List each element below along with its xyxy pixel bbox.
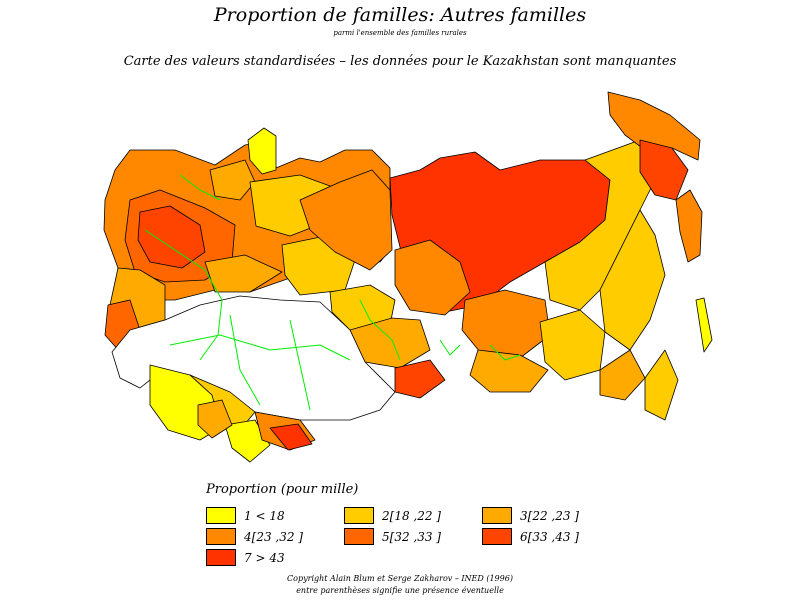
legend-label: 1 < 18: [244, 509, 285, 523]
region-irkutsk: [461, 289, 551, 359]
region-amur: [599, 349, 646, 401]
region-kamchatka: [675, 189, 703, 263]
region-primorye: [644, 349, 679, 421]
river-northern: [179, 174, 221, 201]
region-altai: [394, 359, 446, 399]
region-khabarovsk: [599, 209, 666, 351]
region-tajikistan: [224, 419, 271, 463]
legend-swatch: [344, 528, 374, 545]
region-kola: [247, 127, 277, 175]
region-moscow-area: [137, 205, 206, 269]
legend-label: 2[18 ,22 ]: [382, 509, 441, 523]
map-title: Proportion de familles: Autres familles: [213, 4, 587, 26]
region-kazakhstan-missing: [111, 295, 396, 421]
region-caucasus-west: [197, 399, 233, 439]
region-volga: [204, 254, 283, 293]
legend-swatch: [206, 549, 236, 566]
kazakh-boundaries: [169, 314, 351, 411]
lake-baikal: [489, 344, 521, 361]
river-yenisei: [439, 339, 461, 356]
legend-swatch: [206, 507, 236, 524]
legend-label: 7 > 43: [244, 551, 285, 565]
region-chita: [539, 309, 606, 381]
legend-label: 4[23 ,32 ]: [244, 530, 303, 544]
region-tomsk: [394, 239, 471, 316]
legend-swatch: [482, 528, 512, 545]
legend-label: 6[33 ,43 ]: [520, 530, 579, 544]
footnote-text: entre parenthèses signifie une présence …: [296, 586, 504, 595]
region-northwest: [209, 159, 256, 201]
region-buryatia: [469, 349, 549, 393]
legend-swatch: [206, 528, 236, 545]
region-west-siberia: [299, 169, 393, 271]
legend-title: Proportion (pour mille): [206, 482, 359, 497]
region-sakhalin: [695, 297, 713, 353]
legend-swatch: [482, 507, 512, 524]
river-volga: [144, 229, 223, 361]
region-chukotka: [607, 91, 701, 161]
region-caucasus-east: [269, 423, 313, 451]
legend-swatch: [344, 507, 374, 524]
map-subtitle: Carte des valeurs standardisées – les do…: [123, 54, 677, 69]
map-subtitle-small: parmi l'ensemble des familles rurales: [333, 29, 467, 37]
river-ob: [359, 299, 401, 361]
legend-label: 3[22 ,23 ]: [520, 509, 579, 523]
copyright-text: Copyright Alain Blum et Serge Zakharov –…: [287, 574, 513, 583]
choropleth-map: [103, 91, 713, 463]
legend-label: 5[32 ,33 ]: [382, 530, 441, 544]
